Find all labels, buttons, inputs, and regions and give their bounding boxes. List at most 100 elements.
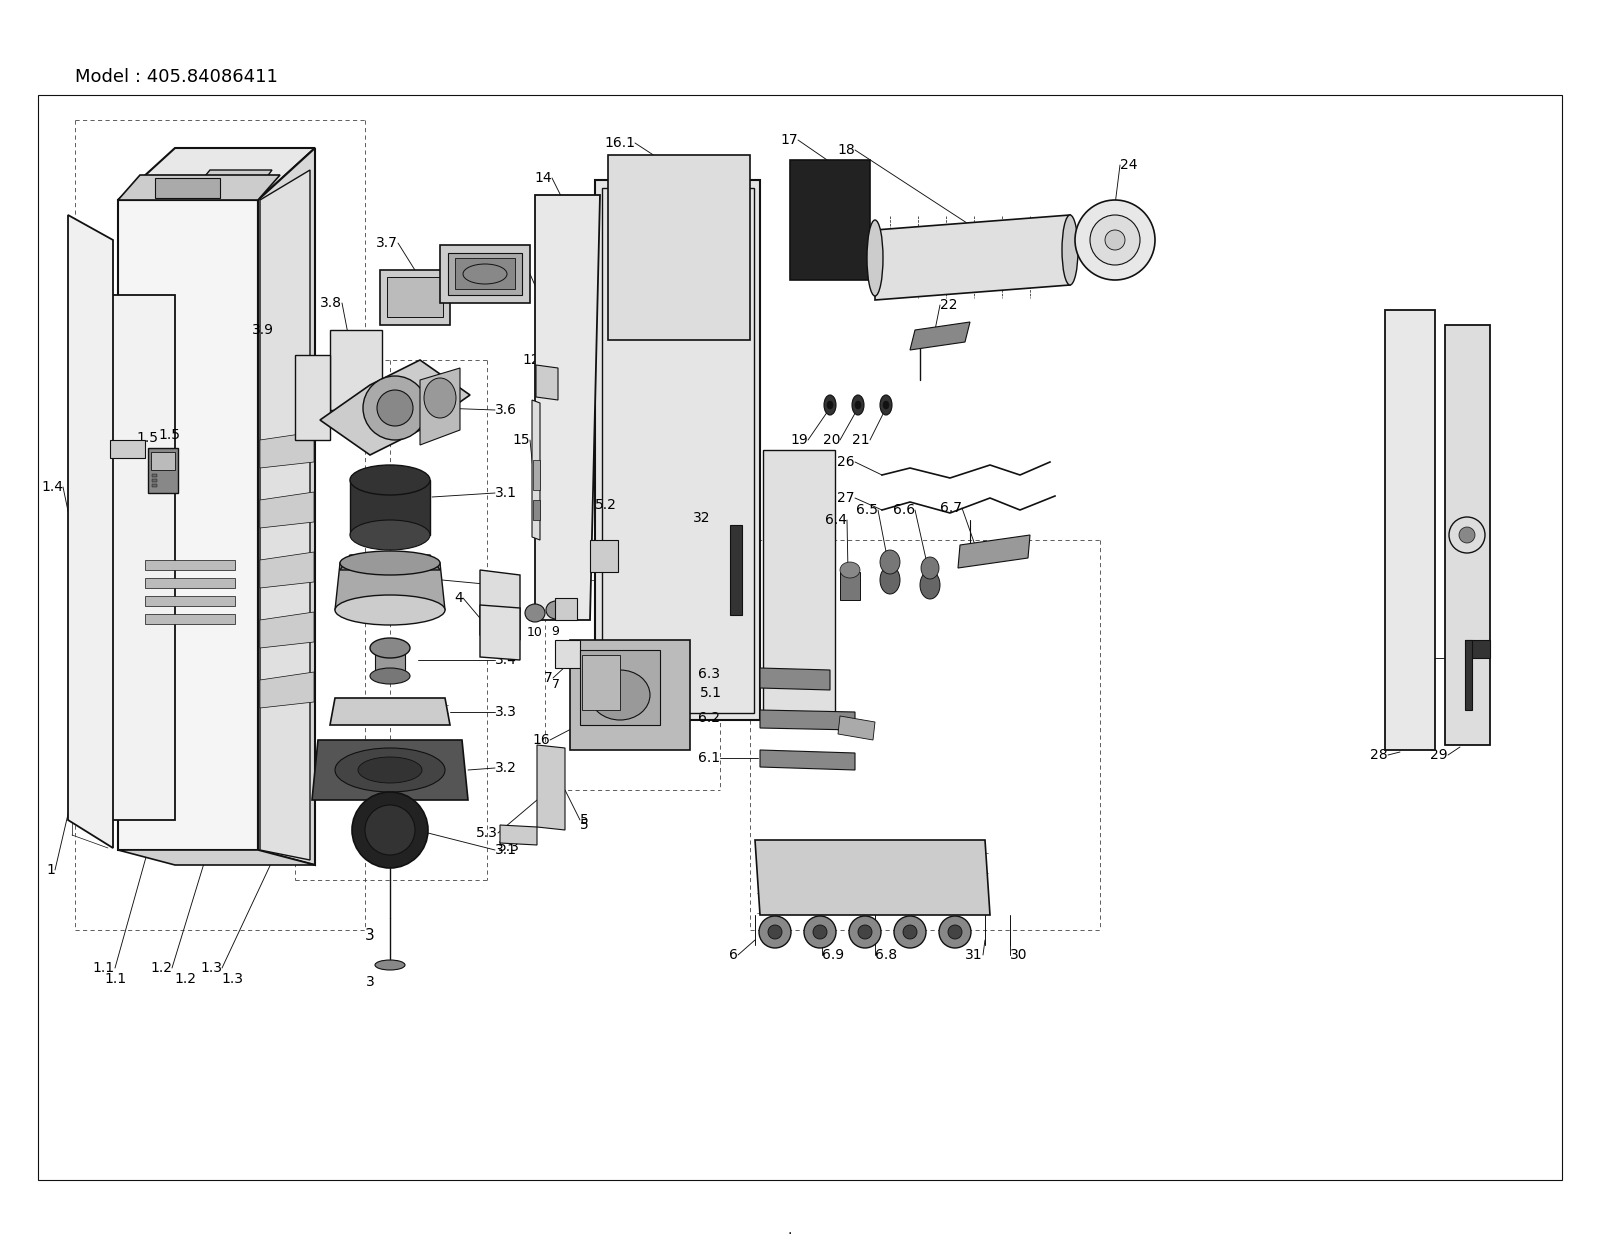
Ellipse shape	[851, 394, 864, 415]
Ellipse shape	[758, 916, 790, 948]
Text: 6.4: 6.4	[826, 513, 846, 527]
Polygon shape	[875, 215, 1070, 300]
Text: 31: 31	[965, 948, 982, 961]
Polygon shape	[760, 668, 830, 690]
Polygon shape	[910, 323, 970, 350]
Polygon shape	[1445, 325, 1490, 745]
Text: 6.9: 6.9	[822, 948, 845, 961]
Ellipse shape	[546, 601, 566, 619]
Bar	[374, 648, 405, 677]
Text: 3.2: 3.2	[494, 761, 517, 775]
Text: 15: 15	[512, 433, 530, 447]
Text: 3.4: 3.4	[494, 653, 517, 667]
Ellipse shape	[947, 925, 962, 939]
Text: 28: 28	[1370, 748, 1389, 762]
Polygon shape	[419, 368, 461, 445]
Bar	[582, 655, 621, 709]
Bar	[110, 440, 146, 457]
Polygon shape	[534, 195, 600, 620]
Bar	[590, 541, 618, 572]
Polygon shape	[80, 295, 174, 820]
Polygon shape	[330, 698, 450, 724]
Text: 11: 11	[498, 622, 514, 636]
Polygon shape	[1466, 640, 1472, 709]
Polygon shape	[1386, 310, 1435, 750]
Bar	[147, 449, 178, 493]
Text: 1.1: 1.1	[104, 971, 126, 987]
Text: 1.3: 1.3	[200, 961, 222, 975]
Bar	[448, 253, 522, 295]
Polygon shape	[259, 170, 310, 861]
Polygon shape	[259, 672, 314, 708]
Text: 14: 14	[534, 171, 552, 185]
Text: 1.5: 1.5	[158, 428, 179, 442]
Text: 30: 30	[1010, 948, 1027, 961]
Text: 10: 10	[526, 626, 542, 639]
Text: 5: 5	[579, 818, 589, 832]
Polygon shape	[320, 360, 470, 455]
Text: 21: 21	[853, 433, 870, 447]
Text: 5.3: 5.3	[498, 840, 520, 854]
Polygon shape	[259, 552, 314, 588]
Text: 19: 19	[790, 433, 808, 447]
Ellipse shape	[370, 668, 410, 684]
Bar	[555, 598, 578, 620]
Polygon shape	[118, 175, 280, 200]
Polygon shape	[334, 563, 445, 610]
Ellipse shape	[590, 670, 650, 719]
Ellipse shape	[365, 805, 414, 856]
Ellipse shape	[374, 960, 405, 970]
Polygon shape	[118, 850, 315, 866]
Text: 8: 8	[549, 587, 558, 601]
Text: 9: 9	[550, 625, 558, 638]
Ellipse shape	[883, 401, 890, 410]
Text: 5.2: 5.2	[595, 498, 618, 512]
Text: 8: 8	[558, 585, 566, 598]
Polygon shape	[570, 640, 690, 750]
Bar	[146, 578, 235, 588]
Ellipse shape	[880, 394, 893, 415]
Text: 6.6: 6.6	[893, 503, 915, 517]
Polygon shape	[67, 215, 114, 848]
Text: 3.7: 3.7	[376, 236, 398, 249]
Text: 3: 3	[365, 929, 374, 942]
Text: 1.5: 1.5	[136, 431, 158, 445]
Text: 6.7: 6.7	[941, 501, 962, 515]
Bar	[387, 277, 443, 318]
Text: 22: 22	[941, 299, 957, 312]
Ellipse shape	[920, 571, 941, 598]
Polygon shape	[480, 605, 520, 660]
Polygon shape	[330, 330, 382, 410]
Polygon shape	[258, 147, 315, 866]
Ellipse shape	[358, 757, 422, 782]
Polygon shape	[838, 716, 875, 740]
Bar	[146, 559, 235, 570]
Text: 18: 18	[837, 142, 854, 158]
Ellipse shape	[824, 394, 835, 415]
Text: 17: 17	[781, 134, 798, 147]
Text: 3.6: 3.6	[494, 403, 517, 417]
Polygon shape	[480, 570, 520, 640]
Text: 5: 5	[579, 813, 589, 827]
Polygon shape	[1466, 640, 1490, 658]
Text: 5.2: 5.2	[573, 509, 595, 523]
Ellipse shape	[1090, 215, 1139, 265]
Polygon shape	[763, 450, 835, 719]
Polygon shape	[294, 355, 330, 440]
Bar	[533, 460, 541, 490]
Ellipse shape	[334, 748, 445, 793]
Ellipse shape	[827, 401, 834, 410]
Text: 6.3: 6.3	[698, 667, 720, 680]
Text: 1.2: 1.2	[150, 961, 173, 975]
Ellipse shape	[939, 916, 971, 948]
Ellipse shape	[813, 925, 827, 939]
Ellipse shape	[1106, 231, 1125, 249]
Bar	[152, 479, 157, 483]
Text: 6.8: 6.8	[875, 948, 898, 961]
Ellipse shape	[805, 916, 835, 948]
Ellipse shape	[363, 375, 427, 440]
Bar	[150, 452, 174, 470]
Text: 3.5: 3.5	[494, 578, 517, 592]
Ellipse shape	[350, 465, 430, 495]
Bar	[152, 484, 157, 488]
